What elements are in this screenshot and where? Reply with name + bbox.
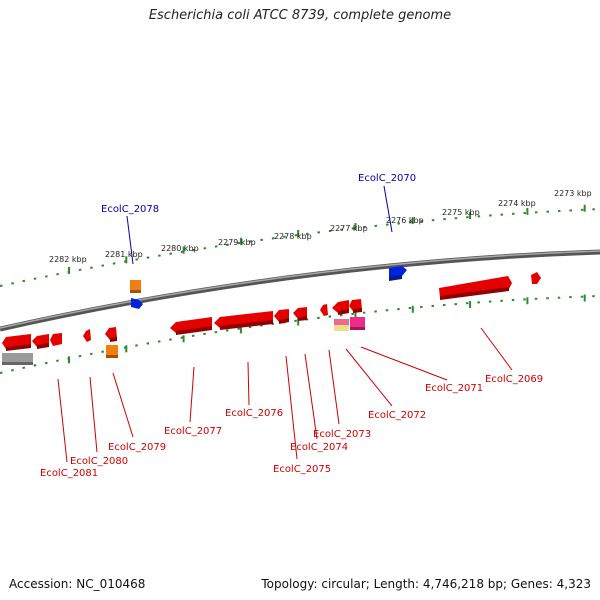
label-leader-lines: [57, 185, 513, 463]
forward-strand-genes: [130, 266, 541, 309]
gene-ecolc-2079[interactable]: [83, 327, 118, 358]
ruler-kbp-label: 2275 kbp: [442, 208, 480, 217]
ruler-kbp-label: 2279 kbp: [218, 238, 256, 247]
upper-ruler-ticks: [68, 204, 586, 274]
gene-ecolc-2071[interactable]: [349, 299, 365, 330]
gene-label[interactable]: EcolC_2077: [164, 426, 222, 437]
topology-summary: Topology: circular; Length: 4,746,218 bp…: [261, 577, 591, 591]
gene-label[interactable]: EcolC_2074: [290, 442, 348, 453]
gene-labels: EcolC_2070 EcolC_2078 EcolC_2069 EcolC_2…: [40, 173, 543, 479]
ruler-kbp-label: 2278 kbp: [274, 232, 312, 241]
ruler-kbp-label: 2274 kbp: [498, 199, 536, 208]
gene-ecolc-2077[interactable]: [170, 317, 212, 335]
gene-ecolc-2070[interactable]: [389, 266, 407, 281]
accession-text: Accession: NC_010468: [9, 577, 146, 591]
gene-ecolc-2074[interactable]: [293, 307, 307, 321]
gene-label[interactable]: EcolC_2072: [368, 410, 426, 421]
lower-ruler-ticks: [68, 294, 586, 364]
gene-ecolc-2075[interactable]: [274, 309, 289, 324]
gene-ecolc-2080[interactable]: [32, 333, 62, 349]
gene-label[interactable]: EcolC_2073: [313, 429, 371, 440]
ruler-kbp-label: 2280 kbp: [161, 244, 199, 253]
gene-label[interactable]: EcolC_2071: [425, 383, 483, 394]
ruler-kbp-label: 2273 kbp: [554, 189, 592, 198]
gene-ecolc-2078[interactable]: [131, 298, 143, 309]
ruler-kbp-label: 2282 kbp: [49, 255, 87, 264]
ruler-labels: 2273 kbp 2274 kbp 2275 kbp 2276 kbp 2277 kbp…: [49, 189, 592, 264]
genome-title: Escherichia coli ATCC 8739, complete gen…: [148, 8, 452, 23]
ruler-kbp-label: 2281 kbp: [105, 250, 143, 259]
gene-label[interactable]: EcolC_2070: [358, 173, 416, 184]
gene-ecolc-2078-marker: [130, 280, 141, 293]
gene-label[interactable]: EcolC_2076: [225, 408, 283, 419]
genome-backbone: [0, 249, 600, 332]
gene-label[interactable]: EcolC_2081: [40, 468, 98, 479]
reverse-strand-genes: [2, 299, 365, 365]
gene-label[interactable]: EcolC_2079: [108, 442, 166, 453]
gene-ecolc-2076[interactable]: [214, 311, 273, 330]
gene-ecolc-2073[interactable]: [320, 304, 328, 316]
ruler-kbp-label: 2277 kbp: [330, 224, 368, 233]
ruler-kbp-label: 2276 kbp: [386, 216, 424, 225]
gene-label[interactable]: EcolC_2069: [485, 374, 543, 385]
gene-ecolc-2081[interactable]: [2, 334, 33, 365]
gene-ecolc-2072[interactable]: [332, 300, 349, 331]
gene-label[interactable]: EcolC_2078: [101, 204, 159, 215]
gene-label[interactable]: EcolC_2075: [273, 464, 331, 475]
gene-label[interactable]: EcolC_2080: [70, 456, 128, 467]
gene-ecolc-2069[interactable]: [439, 272, 541, 300]
